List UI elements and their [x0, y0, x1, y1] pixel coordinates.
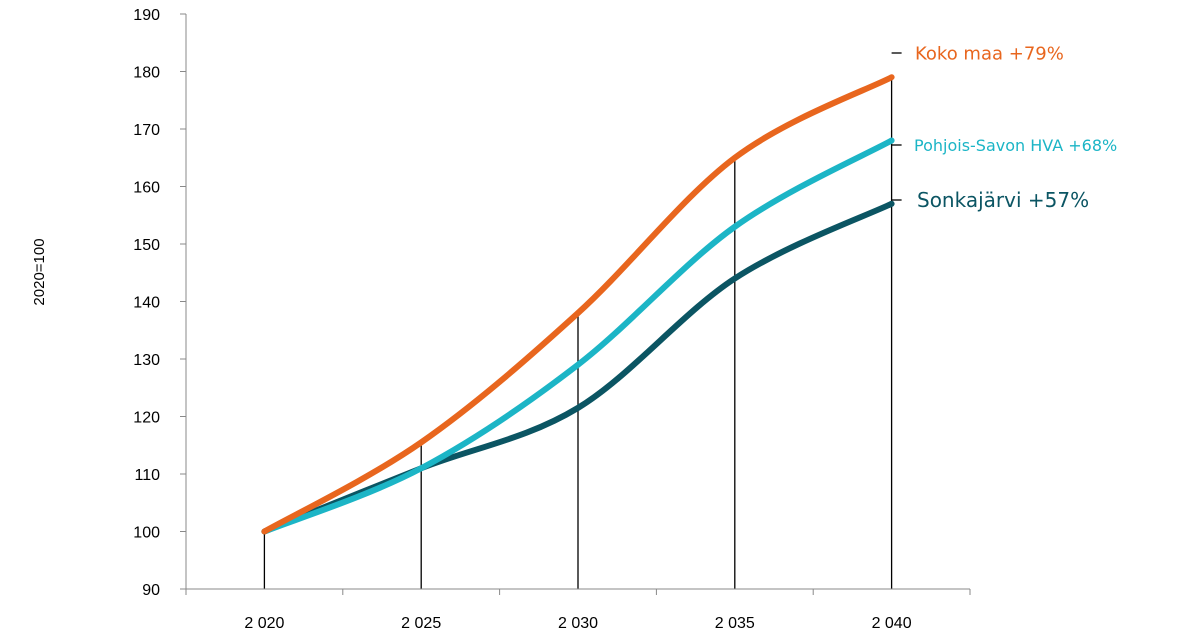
x-tick-label: 2 025: [401, 615, 441, 632]
series-lines: [261, 74, 895, 535]
y-tick-label: 190: [133, 7, 160, 24]
y-axis-label: 2020=100: [31, 238, 48, 305]
y-tick-label: 120: [133, 410, 160, 427]
x-tick-label: 2 040: [872, 615, 912, 632]
x-ticks: 2 020 2 025 2 030 2 035 2 040: [185, 589, 971, 632]
series-line-pohjois-savon-hva: [261, 137, 895, 535]
y-tick-label: 100: [133, 525, 160, 542]
y-tick-label: 90: [142, 582, 160, 599]
y-ticks: 90 100 110 120 130 140 150 160 170 180 190: [133, 7, 186, 599]
drop-lines: [263, 77, 893, 589]
y-tick-label: 180: [133, 65, 160, 82]
series-label-sonkajarvi: Sonkajärvi +57%: [917, 188, 1089, 212]
y-tick-label: 140: [133, 295, 160, 312]
series-line-koko-maa: [261, 74, 895, 535]
y-tick-label: 110: [134, 467, 160, 484]
x-tick-label: 2 020: [244, 615, 284, 632]
y-tick-label: 170: [133, 122, 160, 139]
series-label-koko-maa: Koko maa +79%: [915, 43, 1064, 64]
x-tick-label: 2 030: [558, 615, 598, 632]
y-tick-label: 160: [133, 180, 160, 197]
series-label-pohjois-savon-hva: Pohjois-Savon HVA +68%: [914, 136, 1117, 155]
y-tick-label: 150: [133, 237, 160, 254]
series-labels: Koko maa +79% Pohjois-Savon HVA +68% Sonka…: [891, 43, 1117, 212]
y-tick-label: 130: [133, 352, 160, 369]
x-tick-label: 2 035: [715, 615, 755, 632]
